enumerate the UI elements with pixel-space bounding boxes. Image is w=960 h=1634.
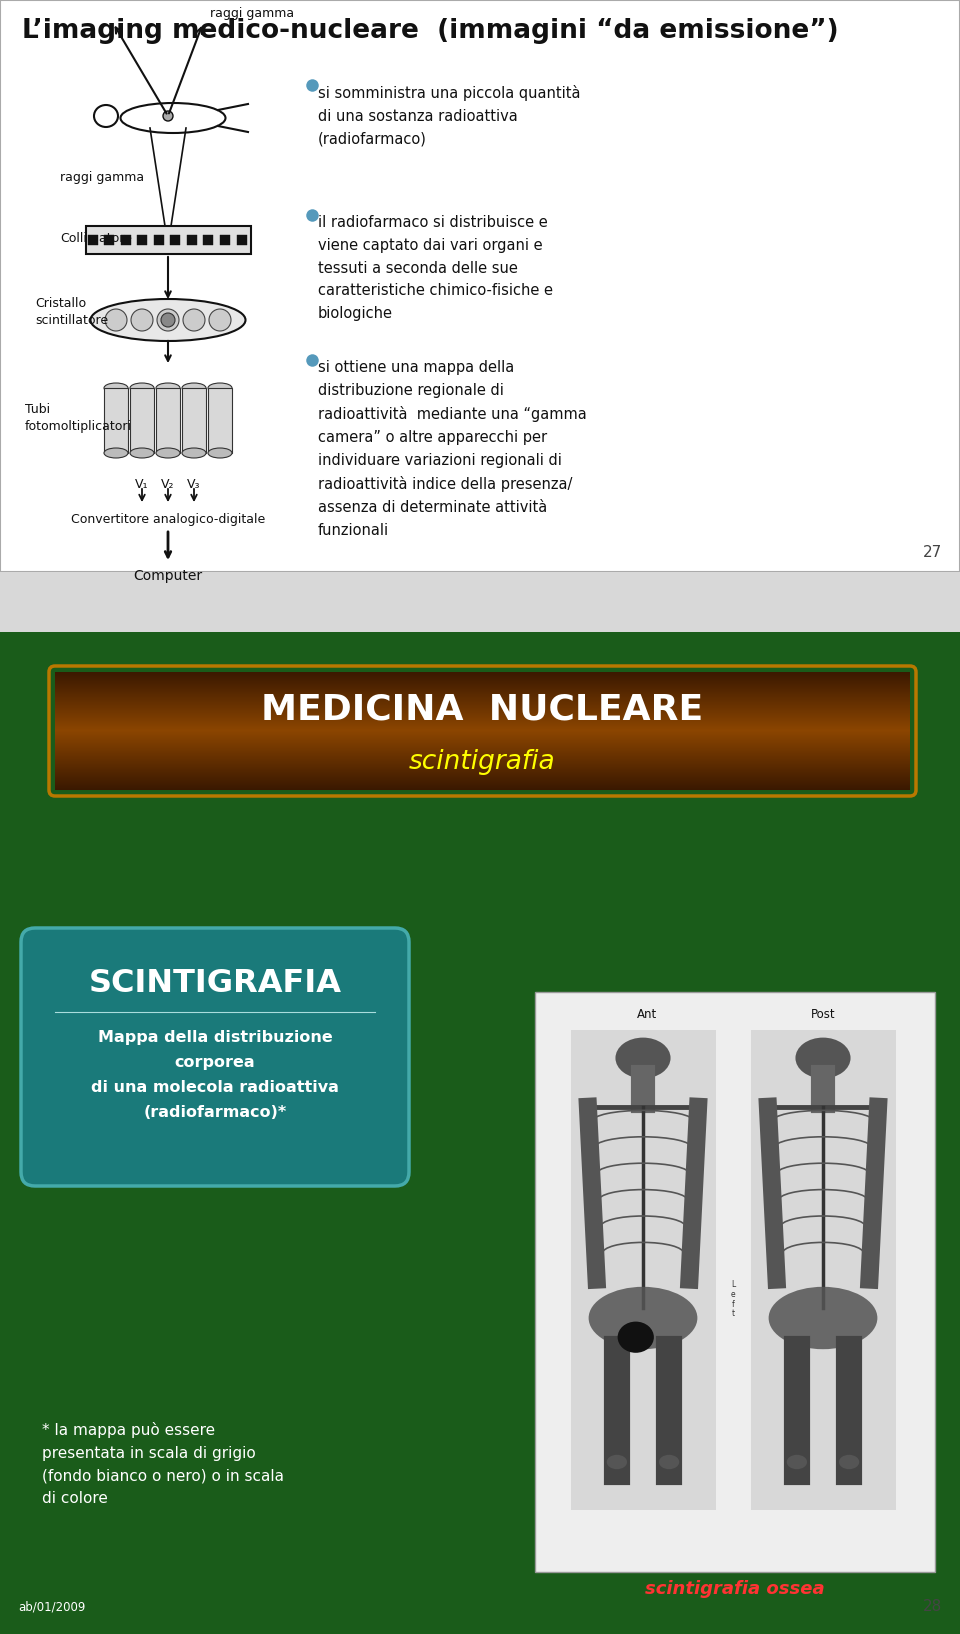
Text: MEDICINA  NUCLEARE: MEDICINA NUCLEARE <box>261 693 703 727</box>
Text: scintigrafia: scintigrafia <box>409 748 555 775</box>
Text: * la mappa può essere
presentata in scala di grigio
(fondo bianco o nero) o in s: * la mappa può essere presentata in scal… <box>42 1422 284 1507</box>
Text: Post: Post <box>810 1008 835 1021</box>
Ellipse shape <box>209 309 231 332</box>
Ellipse shape <box>104 382 128 394</box>
Text: Collimatore: Collimatore <box>60 232 132 245</box>
Ellipse shape <box>839 1454 859 1469</box>
FancyBboxPatch shape <box>21 928 409 1186</box>
Text: Mappa della distribuzione
corporea
di una molecola radioattiva
(radiofarmaco)*: Mappa della distribuzione corporea di un… <box>91 1029 339 1121</box>
Text: Tubi
fotomoltiplicatori: Tubi fotomoltiplicatori <box>25 404 132 433</box>
Text: Convertitore analogico-digitale: Convertitore analogico-digitale <box>71 513 265 526</box>
Ellipse shape <box>130 448 154 458</box>
Bar <box>571 1029 716 1510</box>
Ellipse shape <box>588 1288 697 1350</box>
Ellipse shape <box>157 309 179 332</box>
Ellipse shape <box>90 299 246 342</box>
Text: L
e
f
t: L e f t <box>731 1281 735 1319</box>
Text: V₁: V₁ <box>135 479 149 490</box>
Ellipse shape <box>208 382 232 394</box>
Bar <box>751 1029 896 1510</box>
Text: V₂: V₂ <box>161 479 175 490</box>
Text: si ottiene una mappa della
distribuzione regionale di
radioattività  mediante un: si ottiene una mappa della distribuzione… <box>318 359 587 538</box>
Ellipse shape <box>617 1322 654 1353</box>
Ellipse shape <box>183 309 205 332</box>
Text: raggi gamma: raggi gamma <box>60 172 144 185</box>
Text: Ant: Ant <box>636 1008 658 1021</box>
Bar <box>86 225 251 253</box>
Text: V₃: V₃ <box>187 479 201 490</box>
Ellipse shape <box>182 382 206 394</box>
Bar <box>156 387 180 453</box>
Text: 28: 28 <box>923 1600 942 1614</box>
Ellipse shape <box>156 382 180 394</box>
Ellipse shape <box>208 448 232 458</box>
Ellipse shape <box>615 1038 670 1078</box>
Ellipse shape <box>607 1454 627 1469</box>
Text: ab/01/2009: ab/01/2009 <box>18 1601 85 1614</box>
Text: 27: 27 <box>923 546 942 560</box>
Bar <box>535 992 935 1572</box>
Ellipse shape <box>769 1288 877 1350</box>
Ellipse shape <box>156 448 180 458</box>
Text: SCINTIGRAFIA: SCINTIGRAFIA <box>88 969 342 1000</box>
Ellipse shape <box>659 1454 680 1469</box>
Text: Computer: Computer <box>133 569 203 583</box>
Ellipse shape <box>796 1038 851 1078</box>
Ellipse shape <box>787 1454 807 1469</box>
Bar <box>208 387 232 453</box>
Text: raggi gamma: raggi gamma <box>210 7 294 20</box>
Text: scintigrafia ossea: scintigrafia ossea <box>645 1580 825 1598</box>
Text: si somministra una piccola quantità
di una sostanza radioattiva
(radiofarmaco): si somministra una piccola quantità di u… <box>318 85 581 147</box>
Text: il radiofarmaco si distribuisce e
viene captato dai vari organi e
tessuti a seco: il radiofarmaco si distribuisce e viene … <box>318 216 553 322</box>
Ellipse shape <box>182 448 206 458</box>
Ellipse shape <box>161 314 175 327</box>
Bar <box>182 387 206 453</box>
Bar <box>130 387 154 453</box>
Ellipse shape <box>104 448 128 458</box>
Ellipse shape <box>130 382 154 394</box>
Ellipse shape <box>105 309 127 332</box>
Ellipse shape <box>131 309 153 332</box>
Bar <box>104 387 128 453</box>
Text: Cristallo
scintillatore: Cristallo scintillatore <box>35 297 108 327</box>
Text: L’imaging medico-nucleare  (immagini “da emissione”): L’imaging medico-nucleare (immagini “da … <box>22 18 839 44</box>
Ellipse shape <box>163 111 173 121</box>
